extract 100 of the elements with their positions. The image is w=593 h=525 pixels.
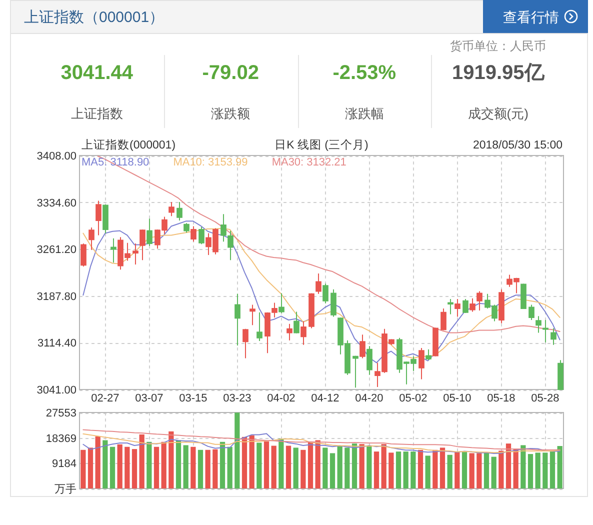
- bar: [418, 450, 424, 488]
- bar: [183, 445, 188, 488]
- bar: [550, 452, 556, 488]
- bar: [271, 446, 276, 488]
- y-tick-label: 18369: [46, 432, 76, 445]
- bar: [300, 450, 306, 488]
- bar: [440, 448, 446, 488]
- x-tick-label: 04-20: [355, 392, 384, 404]
- candlestick: [234, 293, 240, 346]
- candlestick: [432, 327, 438, 357]
- category-label: 涨跌幅: [344, 106, 384, 121]
- bar: [513, 449, 518, 488]
- candlestick: [300, 320, 306, 346]
- candlestick: [542, 320, 548, 343]
- candlestick: [198, 226, 204, 245]
- y-tick-label: 3114.40: [38, 338, 76, 350]
- candlestick: [322, 283, 328, 304]
- candlestick: [168, 202, 174, 217]
- x-tick-label: 05-28: [531, 392, 560, 404]
- text: -79.02: [202, 62, 259, 84]
- bar: [205, 450, 210, 488]
- x-tick-label: 03-07: [135, 392, 164, 404]
- candlestick: [448, 298, 454, 315]
- candlestick: [256, 312, 262, 342]
- bar: [557, 446, 562, 488]
- bar: [469, 453, 474, 488]
- bar: [447, 454, 452, 488]
- candlestick: [110, 238, 116, 264]
- bar: [359, 444, 364, 488]
- bar: [425, 456, 430, 488]
- bar: [212, 449, 218, 488]
- candlestick: [220, 214, 226, 242]
- candlestick: [360, 334, 366, 359]
- y-tick-label: 27553: [46, 408, 76, 420]
- candlestick: [88, 227, 94, 250]
- bar: [491, 456, 496, 488]
- x-tick-label: 02-27: [91, 392, 120, 404]
- y-tick-label: 3261.20: [36, 244, 76, 256]
- bar: [242, 436, 248, 488]
- bar: [381, 444, 386, 488]
- candlestick: [184, 222, 190, 234]
- bar: [220, 442, 226, 488]
- bar: [388, 452, 394, 488]
- y-tick-label: 3408.00: [36, 150, 76, 162]
- bar: [161, 442, 166, 488]
- x-tick-label: 05-02: [399, 392, 428, 404]
- y-tick-label: 9184: [52, 458, 76, 470]
- bar: [146, 442, 152, 488]
- bar: [498, 450, 504, 488]
- x-tick-label: 04-12: [311, 392, 340, 404]
- bar: [403, 452, 408, 488]
- candlestick: [352, 355, 358, 388]
- bar: [542, 452, 548, 488]
- bar: [308, 442, 314, 488]
- candlestick: [176, 202, 182, 222]
- bar: [315, 440, 320, 488]
- bar: [249, 435, 254, 488]
- bar: [374, 452, 380, 488]
- x-tick-label: 05-18: [487, 392, 516, 404]
- candlestick: [330, 288, 336, 318]
- bar: [117, 444, 122, 488]
- x-tick-label: 03-23: [223, 392, 252, 404]
- bar: [344, 448, 350, 488]
- text: -2.53%: [332, 62, 396, 84]
- bar: [190, 446, 196, 488]
- candlestick: [470, 298, 476, 312]
- y-tick-label: 万手: [54, 482, 76, 496]
- candlestick: [316, 272, 322, 294]
- candlestick: [294, 311, 300, 334]
- y-tick-label: 3041.00: [36, 384, 76, 396]
- text: 查看行情: [503, 9, 559, 25]
- candlestick: [228, 230, 234, 261]
- candlestick: [520, 283, 526, 310]
- bar: [139, 434, 144, 488]
- bar: [227, 446, 232, 488]
- bar: [330, 453, 336, 488]
- bar: [256, 442, 262, 488]
- candlestick: [558, 360, 564, 390]
- category-label: 成交额(元): [468, 106, 528, 121]
- bar: [506, 444, 512, 488]
- text: 货币单位：人民币: [450, 39, 546, 53]
- candlestick: [550, 328, 556, 346]
- candlestick: [536, 316, 542, 334]
- bar: [80, 450, 86, 488]
- bar: [278, 438, 284, 488]
- candlestick: [250, 304, 256, 326]
- candlestick: [146, 218, 152, 247]
- text: 上证指数（000001）: [24, 9, 164, 26]
- text: 1919.95亿: [452, 62, 544, 84]
- bar: [535, 452, 540, 488]
- x-tick-label: 04-02: [267, 392, 296, 404]
- category-label: 涨跌额: [211, 106, 250, 121]
- bar: [352, 444, 358, 488]
- bar: [293, 448, 298, 488]
- candlestick: [96, 200, 102, 236]
- bar: [154, 446, 160, 488]
- y-tick-label: 3187.80: [36, 290, 76, 303]
- bar: [168, 431, 174, 488]
- bar: [366, 446, 372, 488]
- candlestick: [498, 288, 504, 324]
